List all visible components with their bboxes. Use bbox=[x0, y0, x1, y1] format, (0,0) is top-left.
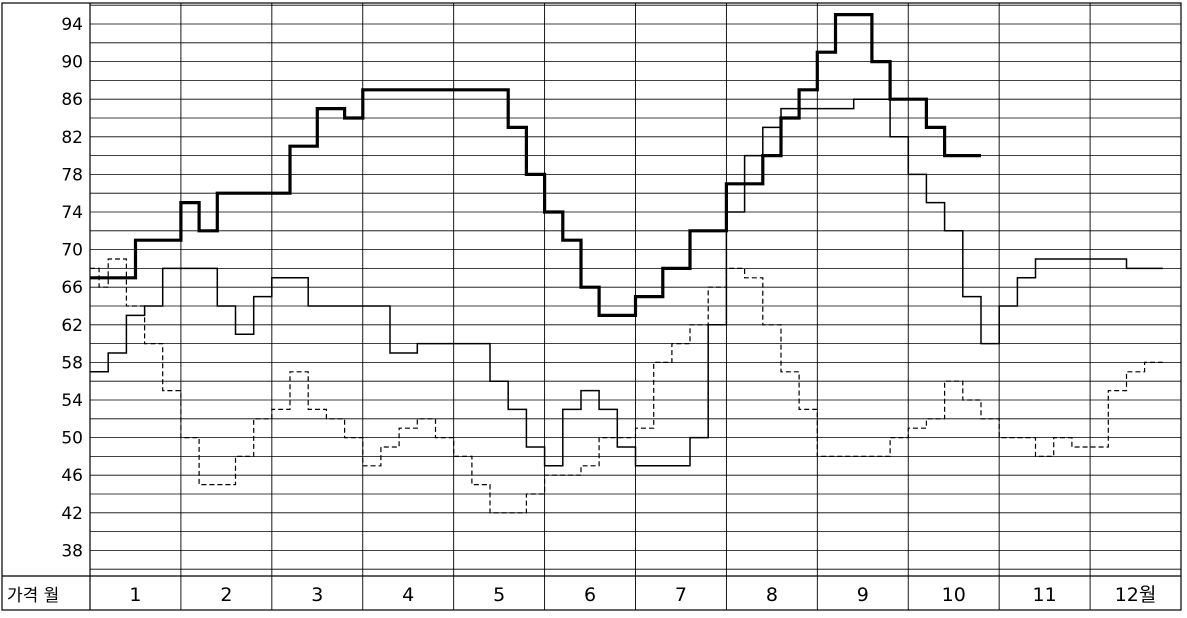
y-tick-label: 78 bbox=[61, 165, 83, 185]
y-tick-label: 70 bbox=[61, 241, 83, 261]
month-label: 9 bbox=[857, 584, 869, 606]
y-tick-label: 62 bbox=[61, 316, 83, 336]
month-labels: 1 2 3 4 5 6 7 8 9 10 11 12월 bbox=[129, 584, 1156, 606]
corner-label: 가격 월 bbox=[7, 586, 59, 606]
month-label: 12월 bbox=[1115, 584, 1157, 606]
month-label: 8 bbox=[766, 584, 778, 606]
y-tick-label: 82 bbox=[61, 128, 83, 148]
month-label: 4 bbox=[402, 584, 414, 606]
y-tick-label: 66 bbox=[61, 278, 83, 298]
y-axis-tick-labels: 38 42 46 50 54 58 62 66 70 74 78 82 86 90 94 bbox=[61, 15, 83, 561]
month-label: 3 bbox=[311, 584, 323, 606]
month-label: 2 bbox=[220, 584, 232, 606]
y-tick-label: 38 bbox=[61, 541, 83, 561]
month-label: 5 bbox=[493, 584, 505, 606]
series-group bbox=[90, 13, 1163, 514]
y-tick-label: 86 bbox=[61, 90, 83, 110]
y-tick-label: 94 bbox=[61, 15, 83, 35]
y-tick-label: 74 bbox=[61, 203, 83, 223]
y-tick-label: 50 bbox=[61, 429, 83, 449]
y-tick-label: 90 bbox=[61, 53, 83, 73]
month-label: 10 bbox=[942, 584, 966, 606]
month-label: 6 bbox=[584, 584, 596, 606]
series-line-thin bbox=[90, 98, 1163, 467]
y-tick-label: 54 bbox=[61, 391, 83, 411]
month-label: 7 bbox=[675, 584, 687, 606]
month-label: 1 bbox=[129, 584, 141, 606]
y-tick-label: 58 bbox=[61, 353, 83, 373]
y-tick-label: 46 bbox=[61, 466, 83, 486]
series-line-dashed bbox=[90, 258, 1163, 514]
series-line-thick bbox=[90, 13, 981, 317]
y-tick-label: 42 bbox=[61, 504, 83, 524]
month-label: 11 bbox=[1033, 584, 1057, 606]
